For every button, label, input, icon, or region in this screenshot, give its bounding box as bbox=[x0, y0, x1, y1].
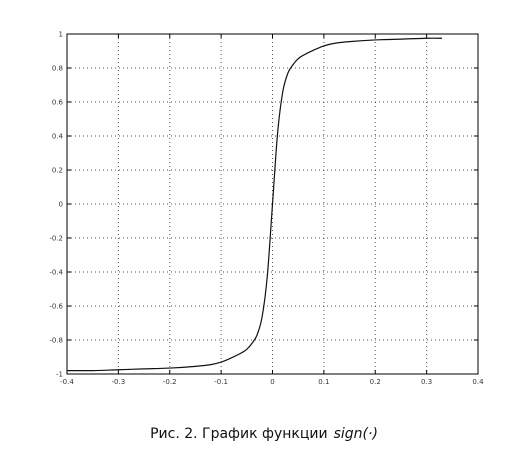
x-tick-label: 0.1 bbox=[318, 378, 329, 386]
tick-marks bbox=[66, 33, 479, 375]
x-tick-label: 0.4 bbox=[472, 378, 484, 386]
y-tick-label: 0.6 bbox=[52, 99, 64, 107]
series-line-sign bbox=[66, 37, 443, 372]
figure-caption: Рис. 2. График функции sign(·) bbox=[0, 426, 528, 442]
y-tick-label: 0.2 bbox=[52, 167, 63, 175]
y-tick-label: 1 bbox=[59, 31, 63, 39]
y-tick-label: 0.8 bbox=[52, 65, 63, 73]
y-tick-label: -0.2 bbox=[49, 235, 63, 243]
x-tick-labels: -0.4 -0.3 -0.2 -0.1 0 0.1 0.2 0.3 0.4 bbox=[60, 378, 484, 386]
x-tick-label: 0 bbox=[270, 378, 274, 386]
caption-function: sign(·) bbox=[333, 426, 378, 442]
x-tick-label: 0.2 bbox=[370, 378, 381, 386]
caption-text: Рис. 2. График функции bbox=[150, 426, 328, 442]
grid bbox=[67, 34, 478, 374]
y-tick-label: -0.8 bbox=[49, 337, 63, 345]
x-tick-label: -0.2 bbox=[163, 378, 177, 386]
chart: -0.4 -0.3 -0.2 -0.1 0 0.1 0.2 0.3 0.4 -1 -0.8 -0.6… bbox=[49, 31, 484, 387]
y-tick-label: 0.4 bbox=[52, 133, 64, 141]
y-tick-labels: -1 -0.8 -0.6 -0.4 -0.2 0 0.2 0.4 0.6 0.8 1 bbox=[49, 31, 63, 379]
y-tick-label: 0 bbox=[59, 201, 63, 209]
y-tick-label: -1 bbox=[56, 371, 63, 379]
x-tick-label: -0.4 bbox=[60, 378, 74, 386]
y-tick-label: -0.4 bbox=[49, 269, 63, 277]
y-tick-label: -0.6 bbox=[49, 303, 63, 311]
x-tick-label: -0.1 bbox=[214, 378, 228, 386]
x-tick-label: -0.3 bbox=[112, 378, 126, 386]
x-tick-label: 0.3 bbox=[421, 378, 432, 386]
